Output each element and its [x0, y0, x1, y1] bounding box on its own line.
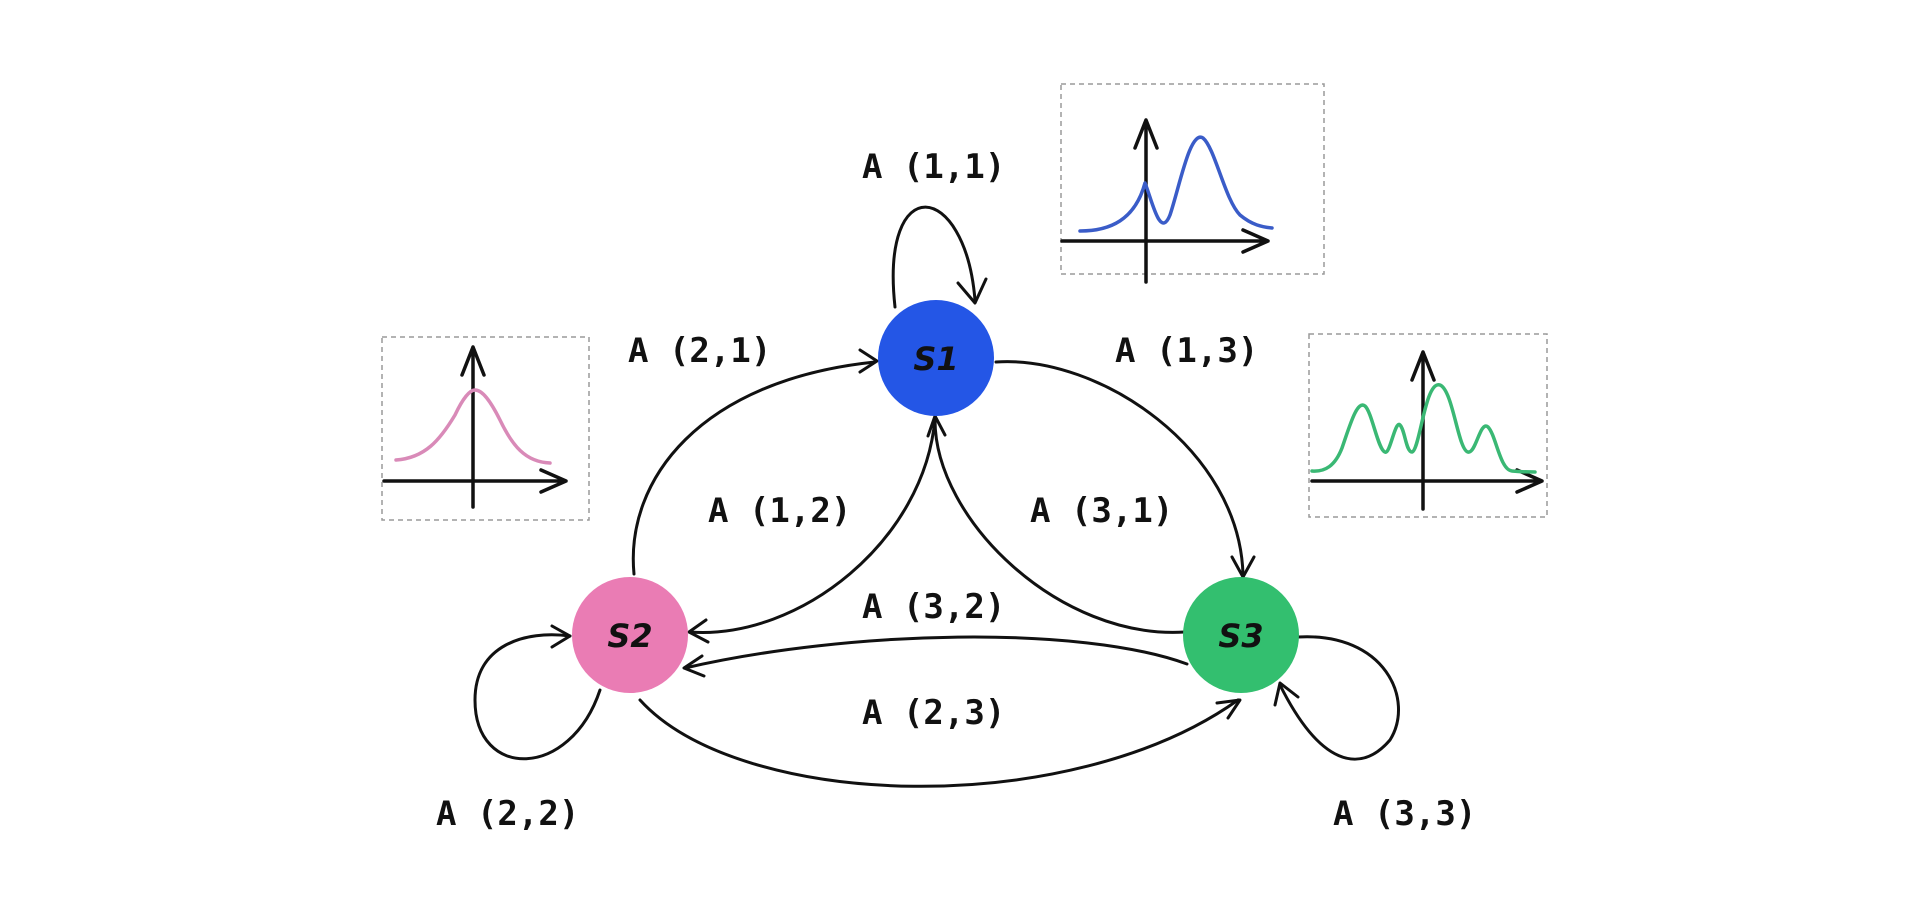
edge-label-a23: A (2,3)	[862, 693, 1005, 733]
emission-inset-s1	[1060, 83, 1325, 284]
inset-frame-s3	[1308, 333, 1548, 518]
arrowhead-a21	[858, 348, 879, 374]
inset-frame-s2	[381, 336, 590, 521]
edge-label-a12: A (1,2)	[708, 491, 851, 531]
inset-axes-s1	[1060, 118, 1270, 284]
state-label-s2: S2	[607, 617, 652, 655]
edge-labels: A (1,1) A (2,1) A (1,3) A (1,2) A (3,1) …	[436, 147, 1476, 834]
edge-a32	[683, 635, 1189, 670]
edge-label-a11: A (1,1)	[862, 147, 1005, 187]
arrowhead-a33	[1273, 681, 1300, 707]
edge-a33	[1278, 635, 1400, 761]
emission-inset-s3	[1308, 333, 1548, 518]
state-node-s2	[572, 577, 688, 693]
edge-label-a31: A (3,1)	[1030, 491, 1173, 531]
edge-a21	[631, 360, 877, 576]
arrowhead-a13	[1230, 555, 1256, 579]
state-node-s1	[878, 300, 994, 416]
emission-inset-s2	[381, 336, 590, 521]
state-label-s3: S3	[1218, 617, 1263, 655]
arrowhead-a12	[687, 618, 710, 644]
edge-a23	[638, 698, 1240, 788]
inset-frame-s1	[1060, 83, 1325, 275]
edge-a31	[933, 418, 1187, 634]
edge-label-a32: A (3,2)	[862, 587, 1005, 627]
edge-label-a22: A (2,2)	[436, 794, 579, 834]
edge-a22	[473, 633, 602, 761]
emission-curve-s1	[1078, 135, 1274, 233]
arrowhead-a23	[1215, 698, 1242, 720]
state-node-s3	[1183, 577, 1299, 693]
inset-axes-s2	[382, 345, 568, 509]
transition-edges	[473, 205, 1400, 788]
edge-label-a21: A (2,1)	[628, 331, 771, 371]
edge-a11	[891, 205, 977, 309]
edge-label-a33: A (3,3)	[1333, 794, 1476, 834]
arrowhead-a11	[956, 277, 988, 305]
inset-axes-s3	[1310, 350, 1544, 511]
arrowhead-a12-s1-end	[926, 414, 947, 438]
state-nodes: S1 S2 S3	[572, 300, 1299, 693]
edge-label-a13: A (1,3)	[1115, 331, 1258, 371]
state-label-s1: S1	[913, 340, 958, 378]
arrowhead-a32	[682, 654, 706, 678]
emission-curve-s2	[394, 388, 552, 465]
edge-a13	[994, 360, 1245, 577]
emission-curve-s3	[1310, 383, 1537, 474]
edge-a12	[688, 416, 937, 634]
arrowhead-a22	[550, 624, 572, 649]
